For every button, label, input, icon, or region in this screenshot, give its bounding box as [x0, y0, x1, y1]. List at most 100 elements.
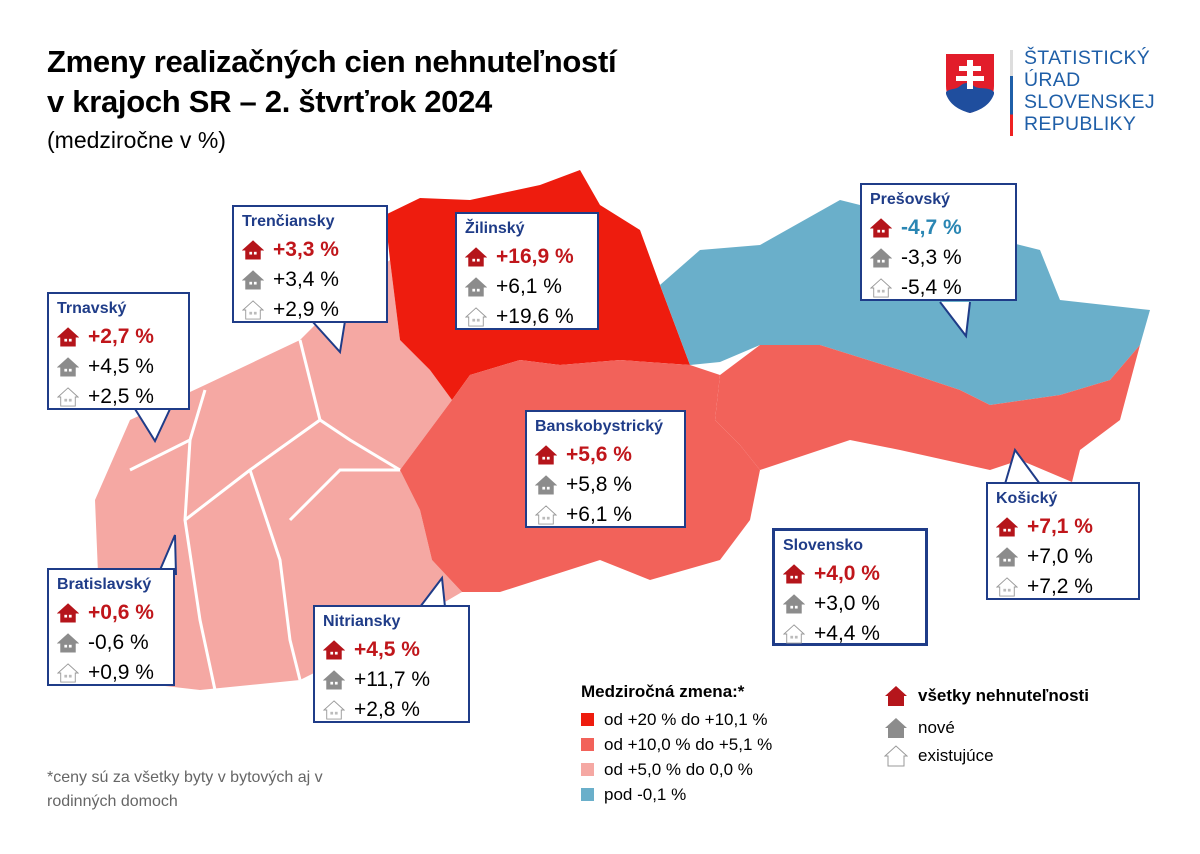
house-icon	[57, 603, 79, 623]
callout-tails	[134, 301, 1041, 608]
house-icon	[870, 278, 892, 298]
house-icon	[870, 248, 892, 268]
callout-6: Nitriansky +4,5 % +11,7 % +2,8 %	[313, 605, 470, 723]
house-icon	[323, 670, 345, 690]
region-name: Žilinský	[465, 220, 525, 237]
region-name: Slovensko	[783, 537, 864, 554]
region-name: Košický	[996, 490, 1058, 507]
house-red-icon	[885, 686, 907, 706]
house-icon	[996, 577, 1018, 597]
region-borders	[129, 339, 401, 691]
value-all: -4,7 %	[870, 213, 1007, 243]
region-west-pink[interactable]	[95, 260, 462, 690]
house-icon	[57, 633, 79, 653]
callout-8: Košický +7,1 % +7,0 % +7,2 %	[986, 482, 1140, 600]
callout-0: Trenčiansky +3,3 % +3,4 % +2,9 %	[232, 205, 388, 323]
callout-7: Slovensko +4,0 % +3,0 % +4,4 %	[772, 528, 928, 646]
legend: Medziročná zmena:* od +20 % do +10,1 % od…	[581, 682, 772, 807]
house-icon	[996, 547, 1018, 567]
value-new: -3,3 %	[870, 243, 1007, 273]
value-new: +5,8 %	[535, 470, 676, 500]
value-all: +2,7 %	[57, 322, 180, 352]
region-kosicky[interactable]	[715, 345, 1140, 482]
callout-1: Žilinský +16,9 % +6,1 % +19,6 %	[455, 212, 599, 330]
house-icon	[465, 247, 487, 267]
value-all: +3,3 %	[242, 235, 378, 265]
legend-swatch	[581, 763, 594, 776]
value-new: -0,6 %	[57, 628, 165, 658]
value-all: +5,6 %	[535, 440, 676, 470]
value-existing: +0,9 %	[57, 658, 165, 688]
callout-5: Bratislavský +0,6 % -0,6 % +0,9 %	[47, 568, 175, 686]
legend-all: všetky nehnuteľnosti	[884, 680, 1089, 712]
value-all: +4,0 %	[783, 559, 917, 589]
value-all: +16,9 %	[465, 242, 589, 272]
house-icon	[242, 300, 264, 320]
callout-4: Banskobystrický +5,6 % +5,8 % +6,1 %	[525, 410, 686, 528]
value-new: +4,5 %	[57, 352, 180, 382]
region-name: Prešovský	[870, 191, 951, 208]
value-existing: +7,2 %	[996, 572, 1130, 602]
page-title: Zmeny realizačných cien nehnuteľností v k…	[47, 42, 617, 122]
house-icon	[783, 564, 805, 584]
legend-item: pod -0,1 %	[581, 782, 772, 807]
statistical-office-logo: ŠTATISTICKÝ ÚRAD SLOVENSKEJ REPUBLIKY	[944, 47, 1174, 140]
house-icon	[57, 387, 79, 407]
region-name: Bratislavský	[57, 576, 152, 593]
value-existing: +2,8 %	[323, 695, 460, 725]
legend-existing: existujúce	[884, 740, 1089, 772]
house-icon	[870, 218, 892, 238]
house-icon	[535, 505, 557, 525]
value-existing: -5,4 %	[870, 273, 1007, 303]
legend-item: od +5,0 % do 0,0 %	[581, 757, 772, 782]
region-presovsky[interactable]	[660, 200, 1150, 405]
house-gray-icon	[885, 718, 907, 738]
house-icon	[242, 240, 264, 260]
legend-title: Medziročná zmena:*	[581, 682, 745, 701]
region-name: Banskobystrický	[535, 418, 664, 435]
house-icon	[57, 327, 79, 347]
region-name: Nitriansky	[323, 613, 401, 630]
house-icon	[783, 594, 805, 614]
value-all: +7,1 %	[996, 512, 1130, 542]
legend-swatch	[581, 713, 594, 726]
subtitle: (medziročne v %)	[47, 127, 226, 153]
house-icon	[996, 517, 1018, 537]
legend-swatch	[581, 788, 594, 801]
house-icon	[57, 663, 79, 683]
house-icon	[535, 475, 557, 495]
legend-item: od +10,0 % do +5,1 %	[581, 732, 772, 757]
value-new: +3,4 %	[242, 265, 378, 295]
house-icon	[535, 445, 557, 465]
house-icon	[57, 357, 79, 377]
value-all: +0,6 %	[57, 598, 165, 628]
callout-3: Prešovský -4,7 % -3,3 % -5,4 %	[860, 183, 1017, 301]
value-existing: +2,9 %	[242, 295, 378, 325]
coat-of-arms-icon	[946, 54, 994, 113]
region-name: Trenčiansky	[242, 213, 335, 230]
value-existing: +2,5 %	[57, 382, 180, 412]
title-line-1: Zmeny realizačných cien nehnuteľností	[47, 44, 617, 79]
title-line-2: v krajoch SR – 2. štvrťrok 2024	[47, 84, 492, 119]
value-new: +11,7 %	[323, 665, 460, 695]
logo-text: ŠTATISTICKÝ ÚRAD SLOVENSKEJ REPUBLIKY	[1024, 47, 1155, 135]
house-icon	[323, 700, 345, 720]
value-existing: +6,1 %	[535, 500, 676, 530]
value-existing: +4,4 %	[783, 619, 917, 649]
value-all: +4,5 %	[323, 635, 460, 665]
logo-divider	[1010, 50, 1013, 136]
legend-item: od +20 % do +10,1 %	[581, 707, 772, 732]
house-outline-icon	[884, 745, 908, 767]
value-existing: +19,6 %	[465, 302, 589, 332]
region-name: Trnavský	[57, 300, 127, 317]
value-new: +6,1 %	[465, 272, 589, 302]
house-icon	[783, 624, 805, 644]
value-new: +7,0 %	[996, 542, 1130, 572]
footnote: *ceny sú za všetky byty v bytových aj v …	[47, 769, 323, 810]
house-icon	[323, 640, 345, 660]
legend-new: nové	[884, 712, 1089, 744]
house-icon	[465, 277, 487, 297]
house-icon	[465, 307, 487, 327]
legend-swatch	[581, 738, 594, 751]
value-new: +3,0 %	[783, 589, 917, 619]
